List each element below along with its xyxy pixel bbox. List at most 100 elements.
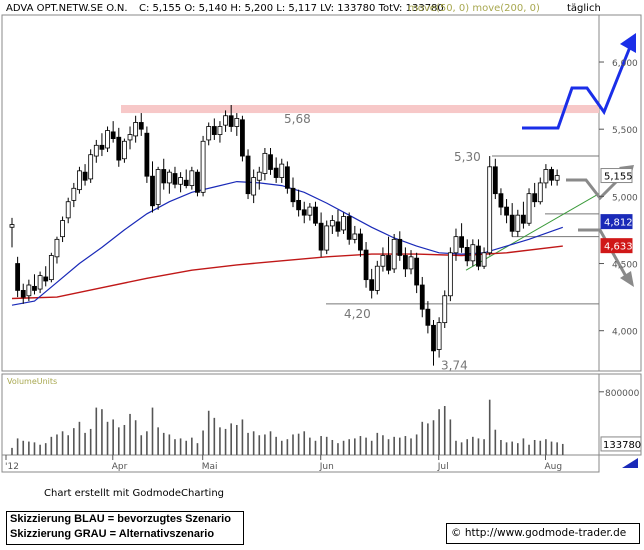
candle xyxy=(189,166,195,190)
source-url[interactable]: © http://www.godmode-trader.de xyxy=(451,527,627,539)
scroll-handle-icon xyxy=(622,458,638,468)
candle xyxy=(77,166,82,194)
volume-bar xyxy=(44,443,47,455)
candle xyxy=(9,217,15,248)
volume-bar xyxy=(33,442,36,455)
candle-body xyxy=(487,166,493,254)
chart-credit: Chart erstellt mit GodmodeCharting xyxy=(44,488,224,499)
legend-gray-scenario: Skizzierung GRAU = Alternativszenario xyxy=(10,528,215,540)
volume-bar xyxy=(348,439,350,455)
candle xyxy=(88,149,94,183)
volume-bar xyxy=(106,421,109,455)
candle xyxy=(431,319,436,366)
candle-body xyxy=(509,214,515,232)
candle-body xyxy=(492,166,498,195)
candle-body xyxy=(54,238,60,258)
volume-bar xyxy=(438,409,440,455)
candle-body xyxy=(155,169,161,205)
candle xyxy=(369,268,375,299)
gray-scenario-arrowhead-down xyxy=(620,271,634,287)
candle xyxy=(217,121,223,143)
candle xyxy=(414,252,420,294)
candle xyxy=(329,215,335,234)
volume-bar xyxy=(269,431,272,455)
candle xyxy=(245,149,251,200)
volume-bar xyxy=(219,427,221,455)
volume-bar xyxy=(483,439,485,455)
volume-bar xyxy=(258,435,261,455)
candle xyxy=(402,247,408,277)
candle-body xyxy=(296,199,302,211)
candle-body xyxy=(172,173,178,185)
candle-body xyxy=(324,225,330,251)
volume-bar xyxy=(511,441,513,455)
volume-bar xyxy=(236,424,238,455)
volume-bar xyxy=(151,407,154,455)
volume-bar xyxy=(337,443,339,455)
candle xyxy=(436,317,442,358)
candle-body xyxy=(116,136,122,161)
candle xyxy=(105,126,110,153)
volume-bar xyxy=(207,410,210,455)
scenario-legend: Skizzierung BLAU = bevorzugtes Szenario … xyxy=(6,511,244,545)
candle-body xyxy=(537,182,543,203)
volume-bar xyxy=(455,440,457,455)
candle xyxy=(71,182,77,208)
volume-bar xyxy=(320,436,322,455)
candle xyxy=(425,301,431,334)
candle-body xyxy=(521,214,526,224)
candle xyxy=(453,228,459,261)
volume-bar xyxy=(500,439,502,455)
source-url-box[interactable]: © http://www.godmode-trader.de xyxy=(446,523,640,544)
candle xyxy=(515,209,521,237)
volume-bar xyxy=(517,443,519,455)
candle xyxy=(161,158,167,190)
candle-body xyxy=(425,308,431,326)
candle xyxy=(324,220,330,255)
candle-body xyxy=(279,163,285,178)
candle-body xyxy=(93,144,99,157)
volume-bar xyxy=(50,436,53,455)
candle-body xyxy=(380,255,386,267)
candle-body xyxy=(386,255,391,271)
candle xyxy=(391,233,397,273)
tag-last-volume: 133780 xyxy=(600,436,642,452)
candle-body xyxy=(313,206,318,224)
volume-bar xyxy=(561,443,564,455)
candle-body xyxy=(166,171,172,184)
volume-bar xyxy=(140,435,143,455)
tag-ma200-bg xyxy=(600,238,633,254)
candle-body xyxy=(211,126,217,135)
volume-bar xyxy=(89,428,92,455)
x-tick-label: Jul xyxy=(437,462,449,472)
volume-bar xyxy=(252,431,255,455)
candle xyxy=(32,274,37,295)
candle-body xyxy=(65,201,71,219)
tag-last-volume-text: 133780 xyxy=(603,440,641,451)
candle xyxy=(60,216,65,243)
chart-symbol: ADVA OPT.NETW.SE O.N. xyxy=(6,3,128,14)
candle xyxy=(206,122,212,146)
volume-bar xyxy=(477,438,480,455)
candle-body xyxy=(71,187,77,201)
chart-ohlc: C: 5,155 O: 5,140 H: 5,200 L: 5,117 LV: … xyxy=(139,3,444,14)
candle xyxy=(110,121,116,143)
candle xyxy=(459,223,465,253)
candle xyxy=(256,166,262,190)
candle-body xyxy=(223,115,228,126)
y-tick-label: 5,000 xyxy=(612,193,638,203)
volume-bar xyxy=(359,436,362,455)
volume-bar xyxy=(404,436,407,455)
candle xyxy=(228,105,234,132)
candle xyxy=(116,127,122,167)
tag-last-price: 5,155 xyxy=(600,168,633,184)
volume-bar xyxy=(11,447,13,455)
volume-bar xyxy=(387,439,390,455)
candle-body xyxy=(217,126,223,135)
candle xyxy=(178,172,184,193)
candle-body xyxy=(397,238,403,256)
volume-bar xyxy=(247,432,249,455)
volume-bar xyxy=(56,434,58,455)
candle-body xyxy=(82,171,88,181)
candle xyxy=(509,203,515,237)
